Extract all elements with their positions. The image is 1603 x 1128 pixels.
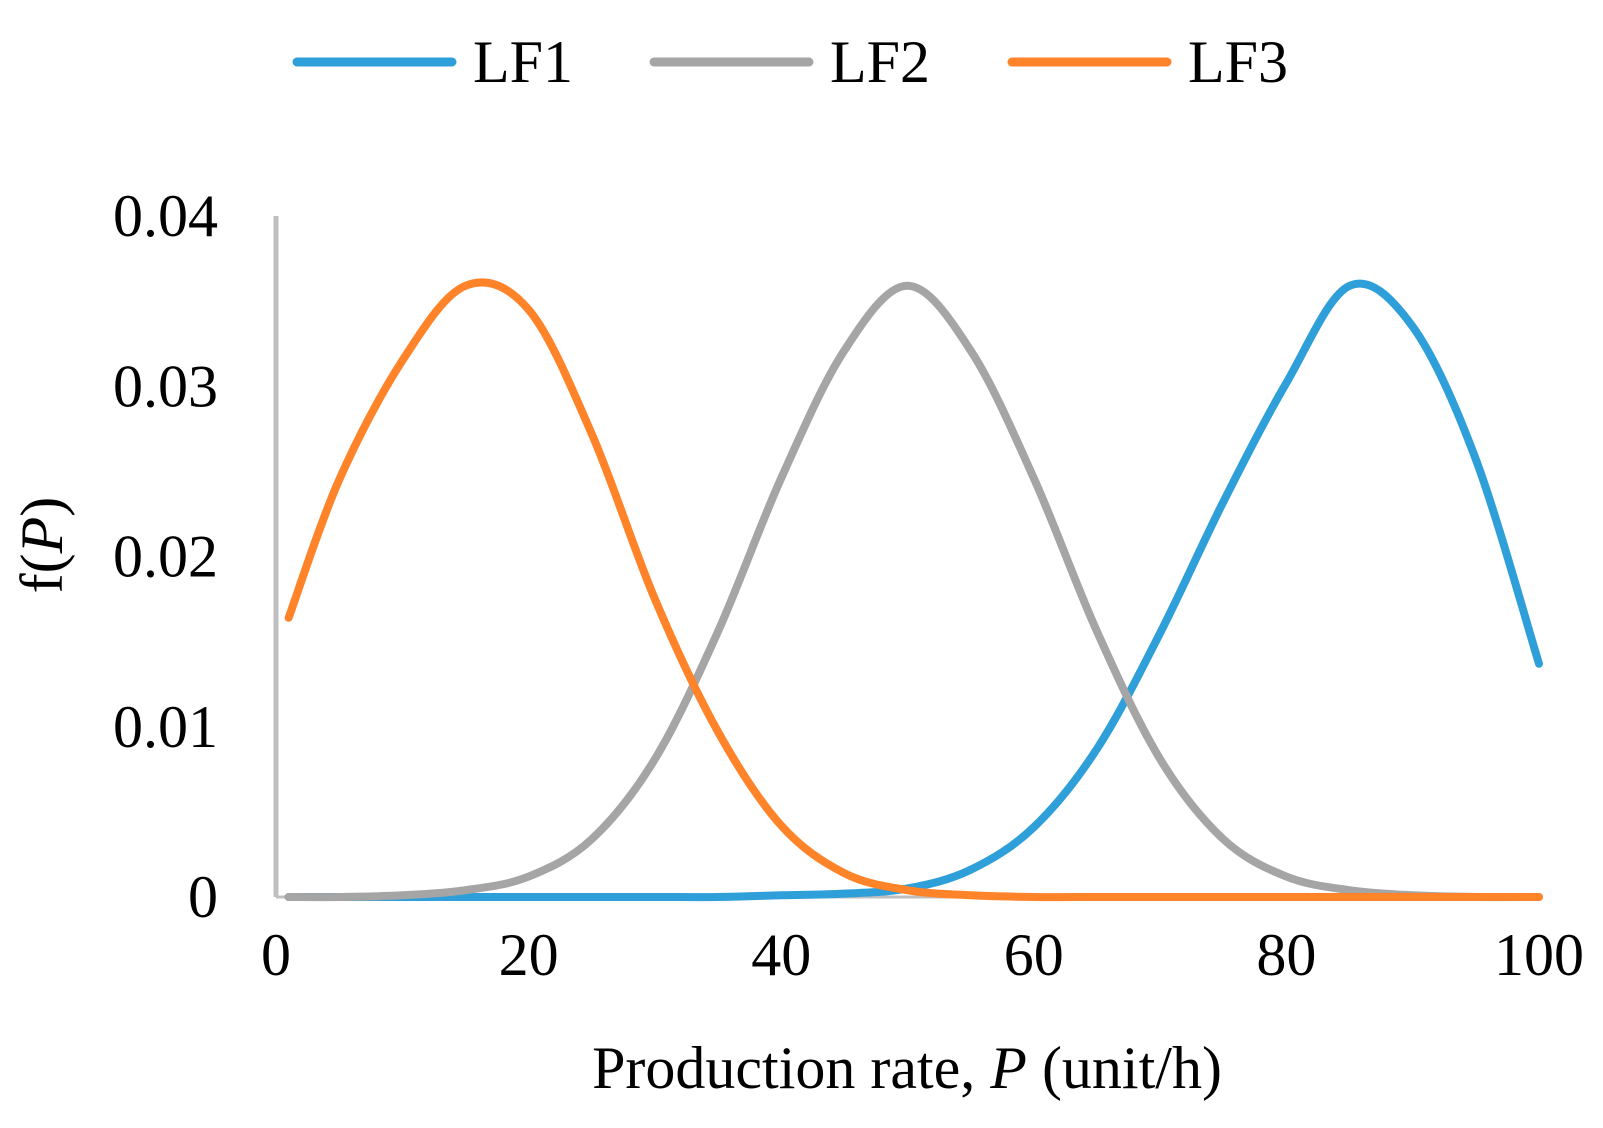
x-tick-label: 60: [1004, 922, 1064, 988]
legend-label-lf3: LF3: [1188, 29, 1288, 95]
y-axis-title-suffix: ): [9, 497, 75, 517]
y-tick-label: 0: [188, 864, 218, 930]
x-tick-label: 80: [1256, 922, 1316, 988]
y-tick-label: 0.01: [113, 694, 218, 760]
x-tick-label: 20: [499, 922, 559, 988]
legend-item-lf2: LF2: [649, 29, 930, 95]
y-axis-title-variable: P: [9, 517, 75, 555]
series-line-lf2: [284, 281, 1543, 902]
series-line-lf3: [284, 278, 1543, 902]
x-axis-title: Production rate, P (unit/h): [592, 1035, 1222, 1101]
x-axis-title-variable: P: [989, 1035, 1027, 1101]
y-axis-title: f(P): [9, 497, 75, 594]
x-tick-label: 100: [1494, 922, 1584, 988]
y-axis-title-prefix: f(: [9, 553, 75, 593]
y-tick-label: 0.02: [113, 524, 218, 590]
legend-item-lf3: LF3: [1007, 29, 1288, 95]
legend-item-lf1: LF1: [292, 29, 573, 95]
x-tick-label: 0: [261, 922, 291, 988]
series-line-lf1: [284, 279, 1543, 902]
y-tick-labels: 0 0.01 0.02 0.03 0.04: [113, 183, 218, 930]
x-tick-label: 40: [751, 922, 811, 988]
x-axis-title-prefix: Production rate,: [592, 1035, 990, 1101]
x-tick-labels: 0 20 40 60 80 100: [261, 922, 1584, 988]
x-axis-title-suffix: (unit/h): [1027, 1035, 1222, 1101]
legend-label-lf1: LF1: [473, 29, 573, 95]
y-tick-label: 0.03: [113, 353, 218, 419]
series-group: [284, 278, 1543, 902]
legend: LF1 LF2 LF3: [292, 29, 1288, 95]
legend-label-lf2: LF2: [830, 29, 930, 95]
y-tick-label: 0.04: [113, 183, 218, 249]
